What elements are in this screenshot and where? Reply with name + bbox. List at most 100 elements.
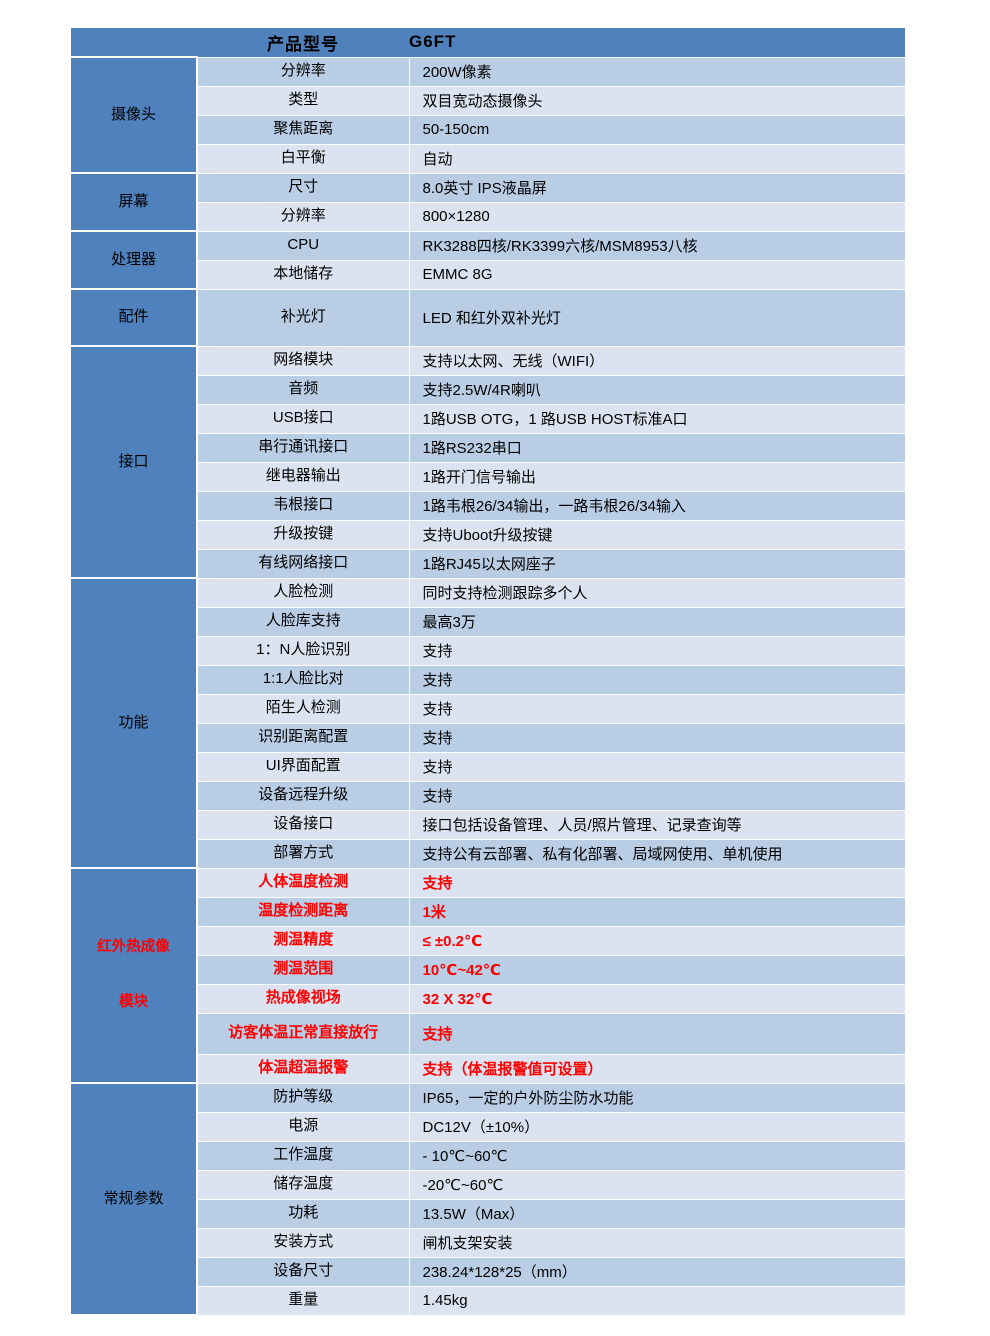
param-label-cell: 补光灯 — [197, 288, 409, 346]
param-value-cell: 接口包括设备管理、人员/照片管理、记录查询等 — [408, 809, 905, 839]
param-value-cell: 最高3万 — [408, 606, 905, 636]
param-label-cell: 测温精度 — [197, 925, 409, 955]
param-value-cell: 50-150cm — [408, 114, 905, 144]
table-row: 串行通讯接口 1路RS232串口 — [71, 432, 905, 462]
category-cell: 接口 — [71, 345, 198, 579]
param-value-cell: -20℃~60℃ — [408, 1169, 905, 1199]
param-value-cell: 支持 — [408, 867, 905, 897]
param-value-cell: EMMC 8G — [408, 259, 905, 289]
param-value-cell: 支持（体温报警值可设置） — [408, 1053, 905, 1083]
param-value-cell: 支持以太网、无线（WIFI） — [408, 345, 905, 375]
category-cell: 功能 — [71, 577, 198, 869]
param-label-cell: 人体温度检测 — [197, 867, 409, 897]
param-label-cell: 音频 — [197, 374, 409, 404]
category-cell: 屏幕 — [71, 172, 198, 232]
table-row: 工作温度 - 10℃~60℃ — [71, 1140, 905, 1170]
param-value-cell: 800×1280 — [408, 201, 905, 231]
table-row: 访客体温正常直接放行 支持 — [71, 1012, 905, 1054]
param-label-cell: 白平衡 — [197, 143, 409, 173]
table-row: 安装方式 闸机支架安装 — [71, 1227, 905, 1257]
table-row: 分辨率 800×1280 — [71, 201, 905, 231]
param-label-cell: 1:1人脸比对 — [197, 664, 409, 694]
param-label-cell: 体温超温报警 — [197, 1053, 409, 1083]
param-value-cell: 支持 — [408, 780, 905, 810]
param-value-cell: 200W像素 — [408, 56, 905, 86]
param-label-cell: 设备接口 — [197, 809, 409, 839]
param-label-cell: 访客体温正常直接放行 — [197, 1012, 409, 1054]
table-row: 体温超温报警 支持（体温报警值可设置） — [71, 1053, 905, 1083]
param-label-cell: 设备尺寸 — [197, 1256, 409, 1286]
table-row: 设备远程升级 支持 — [71, 780, 905, 810]
table-row: 常规参数 防护等级 IP65，一定的户外防尘防水功能 — [71, 1082, 905, 1316]
param-label-cell: 继电器输出 — [197, 461, 409, 491]
category-cell: 处理器 — [71, 230, 198, 290]
table-row: 聚焦距离 50-150cm — [71, 114, 905, 144]
param-value-cell: 13.5W（Max） — [408, 1198, 905, 1228]
category-cell: 摄像头 — [71, 56, 198, 174]
param-value-cell: 自动 — [408, 143, 905, 173]
table-row: USB接口 1路USB OTG，1 路USB HOST标准A口 — [71, 403, 905, 433]
param-label-cell: 部署方式 — [197, 838, 409, 868]
param-label-cell: 陌生人检测 — [197, 693, 409, 723]
param-label-cell: 防护等级 — [197, 1082, 409, 1112]
param-label-cell: 功耗 — [197, 1198, 409, 1228]
param-value-cell: 1路开门信号输出 — [408, 461, 905, 491]
table-row: 功耗 13.5W（Max） — [71, 1198, 905, 1228]
param-value-cell: 支持 — [408, 693, 905, 723]
table-row: 类型 双目宽动态摄像头 — [71, 85, 905, 115]
table-row: 1:1人脸比对 支持 — [71, 664, 905, 694]
param-label-cell: 类型 — [197, 85, 409, 115]
table-row: 红外热成像 模块 人体温度检测 支持 — [71, 867, 905, 1084]
table-row: 白平衡 自动 — [71, 143, 905, 173]
param-label-cell: 重量 — [197, 1285, 409, 1315]
table-row: 配件 补光灯 LED 和红外双补光灯 — [71, 288, 905, 347]
table-row: 测温范围 10℃~42℃ — [71, 954, 905, 984]
param-value-cell: 1路USB OTG，1 路USB HOST标准A口 — [408, 403, 905, 433]
param-value-cell: 8.0英寸 IPS液晶屏 — [408, 172, 905, 202]
param-value-cell: 1.45kg — [408, 1285, 905, 1315]
param-label-cell: 热成像视场 — [197, 983, 409, 1013]
table-row: 1：N人脸识别 支持 — [71, 635, 905, 665]
param-value-cell: RK3288四核/RK3399六核/MSM8953八核 — [408, 230, 905, 260]
param-label-cell: 1：N人脸识别 — [197, 635, 409, 665]
param-label-cell: 分辨率 — [197, 56, 409, 86]
param-value-cell: 1路RJ45以太网座子 — [408, 548, 905, 578]
param-label-cell: 有线网络接口 — [197, 548, 409, 578]
param-value-cell: 支持2.5W/4R喇叭 — [408, 374, 905, 404]
param-value-cell: 支持 — [408, 664, 905, 694]
param-label-cell: 聚焦距离 — [197, 114, 409, 144]
table-row: 重量 1.45kg — [71, 1285, 905, 1315]
param-label-cell: 温度检测距离 — [197, 896, 409, 926]
param-label-cell: 测温范围 — [197, 954, 409, 984]
param-value-cell: 闸机支架安装 — [408, 1227, 905, 1257]
param-label-cell: 升级按键 — [197, 519, 409, 549]
param-label-cell: 韦根接口 — [197, 490, 409, 520]
param-value-cell: 双目宽动态摄像头 — [408, 85, 905, 115]
param-value-cell: 支持Uboot升级按键 — [408, 519, 905, 549]
param-label-cell: 安装方式 — [197, 1227, 409, 1257]
table-row: 韦根接口 1路韦根26/34输出，一路韦根26/34输入 — [71, 490, 905, 520]
param-label-cell: 工作温度 — [197, 1140, 409, 1170]
table-head: 产品型号 G6FT — [71, 28, 905, 57]
table-row: 陌生人检测 支持 — [71, 693, 905, 723]
header-model-value: G6FT — [409, 28, 905, 57]
param-label-cell: 人脸库支持 — [197, 606, 409, 636]
table-row: UI界面配置 支持 — [71, 751, 905, 781]
param-value-cell: 238.24*128*25（mm） — [408, 1256, 905, 1286]
table-row: 功能 人脸检测 同时支持检测跟踪多个人 — [71, 577, 905, 869]
param-label-cell: 电源 — [197, 1111, 409, 1141]
param-value-cell: 1米 — [408, 896, 905, 926]
param-label-cell: 网络模块 — [197, 345, 409, 375]
param-label-cell: 储存温度 — [197, 1169, 409, 1199]
table-row: 本地储存 EMMC 8G — [71, 259, 905, 289]
param-label-cell: 识别距离配置 — [197, 722, 409, 752]
table-row: 有线网络接口 1路RJ45以太网座子 — [71, 548, 905, 578]
param-value-cell: 支持 — [408, 722, 905, 752]
table-row: 接口 网络模块 支持以太网、无线（WIFI） — [71, 345, 905, 579]
category-cell: 配件 — [71, 288, 198, 347]
table-row: 测温精度 ≤ ±0.2℃ — [71, 925, 905, 955]
table-row: 摄像头 分辨率 200W像素 — [71, 56, 905, 174]
header-category-blank — [71, 28, 197, 57]
table-row: 储存温度 -20℃~60℃ — [71, 1169, 905, 1199]
param-value-cell: - 10℃~60℃ — [408, 1140, 905, 1170]
